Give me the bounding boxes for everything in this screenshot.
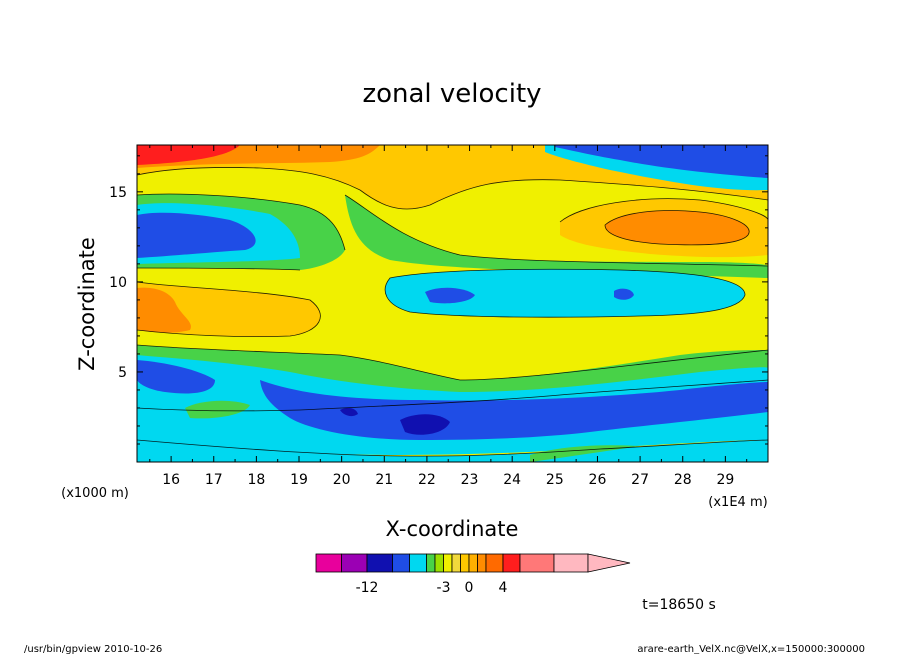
- x-tick-label: 17: [205, 472, 223, 488]
- footer-right: arare-earth_VelX.nc@VelX,x=150000:300000: [637, 644, 865, 654]
- x-units-label: (x1E4 m): [708, 495, 767, 510]
- y-axis-label: Z-coordinate: [75, 237, 99, 371]
- colorbar-tick-label: -3: [437, 580, 451, 596]
- contour-field: [137, 145, 768, 462]
- y-tick-label: 10: [109, 275, 127, 291]
- x-tick-label: 28: [674, 472, 692, 488]
- x-tick-label: 23: [461, 472, 479, 488]
- x-tick-label: 29: [716, 472, 734, 488]
- x-tick-label: 21: [375, 472, 393, 488]
- x-tick-label: 20: [333, 472, 351, 488]
- colorbar-swatch: [409, 553, 427, 573]
- plot-area: 16 17 18 19 20 21 22 23 24 25 26 27 28 29 5 10 15: [109, 144, 769, 488]
- x-tick-label: 18: [247, 472, 265, 488]
- colorbar-swatch: [477, 553, 487, 573]
- time-annotation: t=18650 s: [642, 597, 716, 613]
- colorbar-swatch: [341, 553, 368, 573]
- y-ticks: 5 10 15: [109, 155, 768, 445]
- colorbar-labels: -12 -3 0 4: [356, 580, 508, 596]
- colorbar-swatch: [468, 553, 478, 573]
- x-tick-label: 27: [631, 472, 649, 488]
- colorbar-swatch: [502, 553, 521, 573]
- x-axis-label: X-coordinate: [386, 517, 519, 541]
- plot-frame: [136, 144, 769, 463]
- colorbar-extend-arrow: [587, 553, 631, 573]
- y-tick-label: 15: [109, 185, 127, 201]
- x-tick-label: 24: [503, 472, 521, 488]
- x-tick-label: 16: [162, 472, 180, 488]
- colorbar: [315, 553, 631, 573]
- colorbar-swatch: [426, 553, 436, 573]
- colorbar-swatch: [553, 553, 589, 573]
- colorbar-swatch: [485, 553, 504, 573]
- colorbar-swatch: [366, 553, 393, 573]
- x-tick-label: 26: [589, 472, 607, 488]
- colorbar-swatch: [443, 553, 453, 573]
- x-tick-label: 22: [418, 472, 436, 488]
- x-tick-label: 19: [290, 472, 308, 488]
- colorbar-swatch: [460, 553, 470, 573]
- y-units-label: (x1000 m): [61, 486, 129, 501]
- colorbar-swatch: [392, 553, 410, 573]
- x-tick-label: 25: [546, 472, 564, 488]
- colorbar-tick-label: 4: [499, 580, 508, 596]
- colorbar-swatch: [451, 553, 461, 573]
- y-tick-label: 5: [118, 365, 127, 381]
- x-ticks: 16 17 18 19 20 21 22 23 24 25 26 27 28 29: [149, 145, 748, 488]
- colorbar-tick-label: -12: [356, 580, 379, 596]
- colorbar-tick-label: 0: [465, 580, 474, 596]
- colorbar-swatch: [434, 553, 444, 573]
- chart-title: zonal velocity: [362, 79, 541, 109]
- colorbar-swatch: [519, 553, 555, 573]
- colorbar-swatch: [315, 553, 342, 573]
- footer-left: /usr/bin/gpview 2010-10-26: [24, 644, 162, 654]
